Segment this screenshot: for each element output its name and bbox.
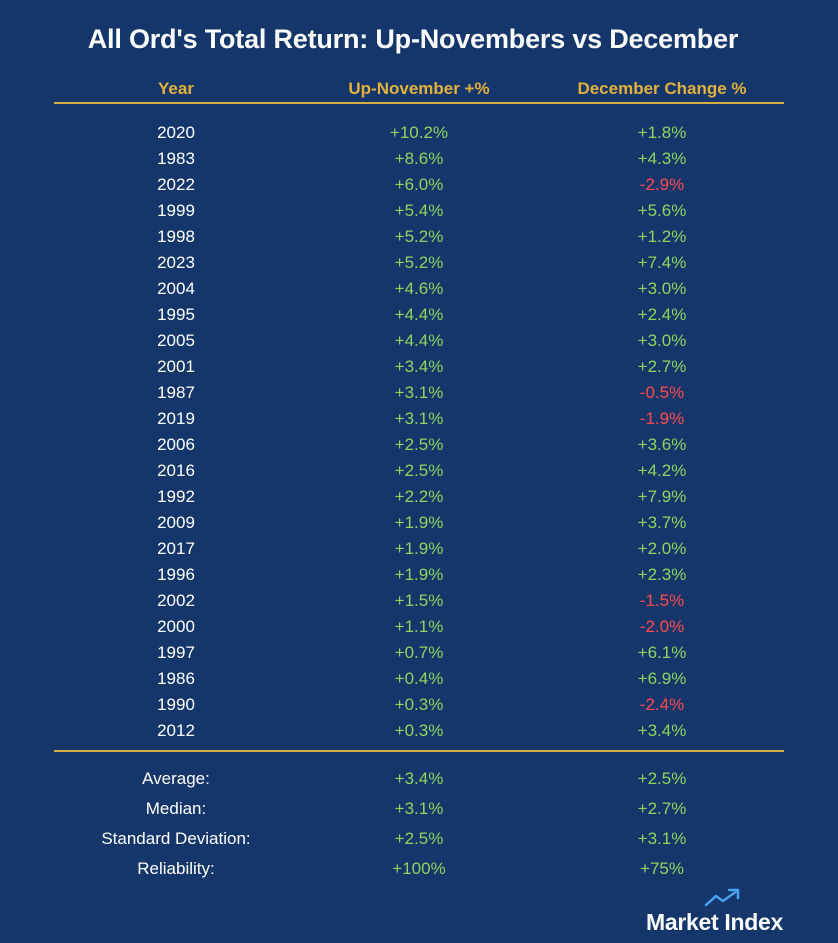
year-cell: 1999 bbox=[157, 201, 195, 220]
december-value: -0.5% bbox=[639, 383, 685, 402]
december-value: +2.4% bbox=[637, 305, 687, 324]
november-value: +8.6% bbox=[394, 149, 444, 168]
year-cell: 2023 bbox=[157, 253, 195, 272]
column-header-december-change: December Change % bbox=[577, 79, 747, 98]
december-value: +6.1% bbox=[637, 643, 687, 662]
december-value: +3.7% bbox=[637, 513, 687, 532]
year-cell: 2001 bbox=[157, 357, 195, 376]
december-value: -2.0% bbox=[639, 617, 685, 636]
year-cell: 2005 bbox=[157, 331, 195, 350]
november-value: +4.6% bbox=[394, 279, 444, 298]
november-value: +0.3% bbox=[394, 695, 444, 714]
december-value: -1.5% bbox=[639, 591, 685, 610]
november-value: +1.5% bbox=[394, 591, 444, 610]
year-cell: 2004 bbox=[157, 279, 195, 298]
november-value: +0.3% bbox=[394, 721, 444, 740]
column-header-up-november: Up-November +% bbox=[348, 79, 490, 98]
november-value: +2.5% bbox=[394, 461, 444, 480]
summary-december-value: +75% bbox=[640, 859, 684, 878]
summary-november-value: +3.4% bbox=[394, 769, 444, 788]
year-cell: 2017 bbox=[157, 539, 195, 558]
november-value: +3.1% bbox=[394, 383, 444, 402]
november-value: +0.7% bbox=[394, 643, 444, 662]
november-value: +3.1% bbox=[394, 409, 444, 428]
year-cell: 2012 bbox=[157, 721, 195, 740]
year-cell: 1992 bbox=[157, 487, 195, 506]
december-value: +3.4% bbox=[637, 721, 687, 740]
november-value: +0.4% bbox=[394, 669, 444, 688]
year-cell: 1997 bbox=[157, 643, 195, 662]
november-value: +10.2% bbox=[389, 123, 449, 142]
chart-title: All Ord's Total Return: Up-Novembers vs … bbox=[87, 24, 739, 54]
brand-logo: Market Index bbox=[646, 909, 784, 935]
november-value: +5.4% bbox=[394, 201, 444, 220]
year-cell: 1996 bbox=[157, 565, 195, 584]
december-value: +3.0% bbox=[637, 331, 687, 350]
year-cell: 1998 bbox=[157, 227, 195, 246]
year-cell: 2002 bbox=[157, 591, 195, 610]
november-value: +1.1% bbox=[394, 617, 444, 636]
december-value: +3.0% bbox=[637, 279, 687, 298]
year-cell: 2000 bbox=[157, 617, 195, 636]
december-value: +7.9% bbox=[637, 487, 687, 506]
november-value: +1.9% bbox=[394, 565, 444, 584]
summary-november-value: +3.1% bbox=[394, 799, 444, 818]
summary-december-value: +2.7% bbox=[637, 799, 687, 818]
november-value: +6.0% bbox=[394, 175, 444, 194]
year-cell: 2016 bbox=[157, 461, 195, 480]
november-value: +5.2% bbox=[394, 227, 444, 246]
summary-label: Median: bbox=[145, 799, 207, 818]
column-header-year: Year bbox=[158, 79, 194, 98]
summary-label: Reliability: bbox=[137, 859, 215, 878]
summary-november-value: +2.5% bbox=[394, 829, 444, 848]
summary-december-value: +3.1% bbox=[637, 829, 687, 848]
year-cell: 1995 bbox=[157, 305, 195, 324]
december-value: -2.4% bbox=[639, 695, 685, 714]
december-value: +4.2% bbox=[637, 461, 687, 480]
summary-label: Standard Deviation: bbox=[101, 829, 251, 848]
year-cell: 2009 bbox=[157, 513, 195, 532]
summary-divider bbox=[54, 750, 784, 752]
november-value: +4.4% bbox=[394, 331, 444, 350]
summary-december-value: +2.5% bbox=[637, 769, 687, 788]
december-value: -1.9% bbox=[639, 409, 685, 428]
year-cell: 1990 bbox=[157, 695, 195, 714]
december-value: +7.4% bbox=[637, 253, 687, 272]
november-value: +4.4% bbox=[394, 305, 444, 324]
december-value: +1.8% bbox=[637, 123, 687, 142]
year-cell: 1986 bbox=[157, 669, 195, 688]
year-cell: 1983 bbox=[157, 149, 195, 168]
december-value: +2.7% bbox=[637, 357, 687, 376]
year-cell: 2020 bbox=[157, 123, 195, 142]
trend-arrow-icon bbox=[704, 888, 742, 913]
december-value: +2.3% bbox=[637, 565, 687, 584]
december-value: +3.6% bbox=[637, 435, 687, 454]
november-value: +2.5% bbox=[394, 435, 444, 454]
december-value: +5.6% bbox=[637, 201, 687, 220]
december-value: +1.2% bbox=[637, 227, 687, 246]
november-value: +1.9% bbox=[394, 539, 444, 558]
header-divider bbox=[54, 102, 784, 104]
november-value: +1.9% bbox=[394, 513, 444, 532]
december-value: +2.0% bbox=[637, 539, 687, 558]
november-value: +5.2% bbox=[394, 253, 444, 272]
november-value: +2.2% bbox=[394, 487, 444, 506]
summary-label: Average: bbox=[142, 769, 210, 788]
year-cell: 2022 bbox=[157, 175, 195, 194]
december-value: +4.3% bbox=[637, 149, 687, 168]
year-cell: 1987 bbox=[157, 383, 195, 402]
year-cell: 2019 bbox=[157, 409, 195, 428]
year-cell: 2006 bbox=[157, 435, 195, 454]
december-value: +6.9% bbox=[637, 669, 687, 688]
summary-november-value: +100% bbox=[392, 859, 446, 878]
december-value: -2.9% bbox=[639, 175, 685, 194]
november-value: +3.4% bbox=[394, 357, 444, 376]
